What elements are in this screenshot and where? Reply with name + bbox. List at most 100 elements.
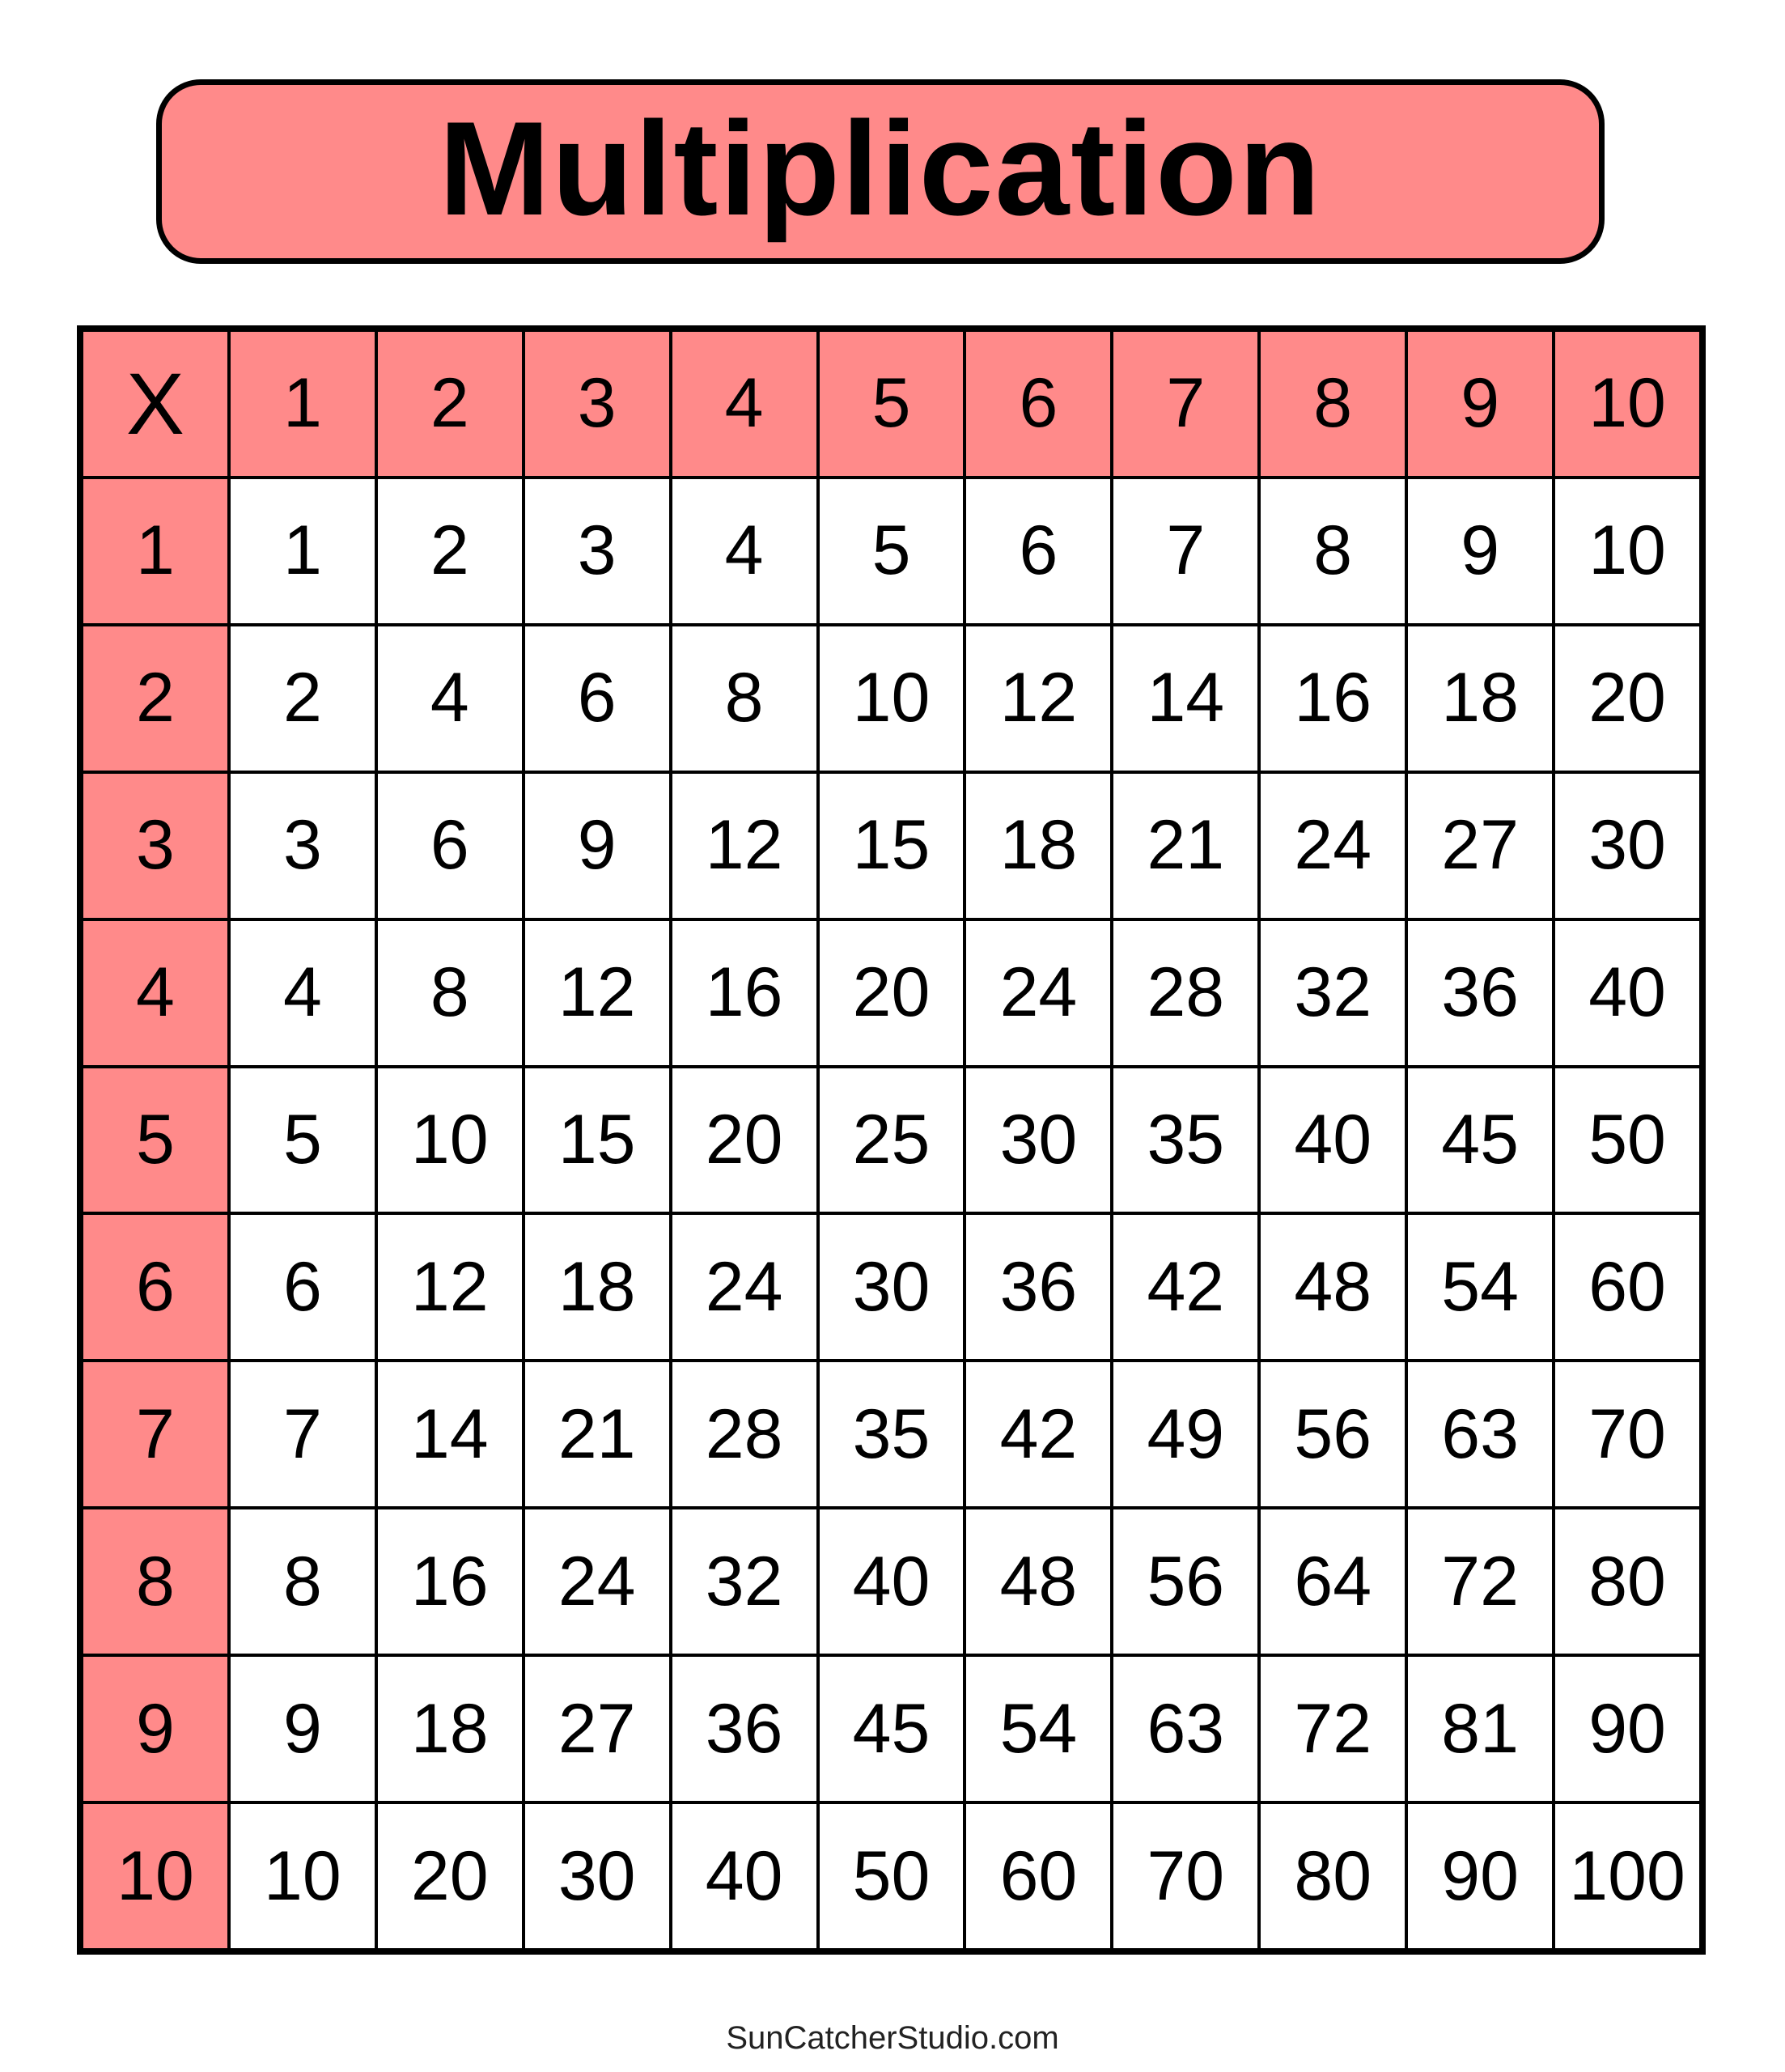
table-cell: 3: [230, 773, 375, 918]
table-cell: 4: [230, 920, 375, 1065]
table-cell: 45: [1408, 1068, 1553, 1212]
table-cell: 27: [524, 1657, 669, 1802]
table-cell: 24: [1261, 773, 1406, 918]
table-cell: 64: [1261, 1509, 1406, 1654]
table-cell: 21: [1113, 773, 1258, 918]
table-cell: 24: [966, 920, 1111, 1065]
table-cell: 40: [672, 1804, 816, 1948]
table-cell: 6: [524, 626, 669, 771]
column-header: 6: [966, 332, 1111, 476]
table-cell: 5: [230, 1068, 375, 1212]
table-cell: 63: [1408, 1362, 1553, 1507]
table-cell: 72: [1261, 1657, 1406, 1802]
table-cell: 60: [966, 1804, 1111, 1948]
table-cell: 30: [524, 1804, 669, 1948]
table-cell: 16: [672, 920, 816, 1065]
table-cell: 40: [1555, 920, 1699, 1065]
multiplication-table: X 1 2 3 4 5 6 7 8 9 10 1 1 2 3 4 5 6 7 8 9 10 2 2 4 6 8 10 12 14 16 18 2…: [77, 325, 1706, 1955]
table-cell: 28: [672, 1362, 816, 1507]
table-cell: 42: [1113, 1215, 1258, 1360]
row-header: 10: [83, 1804, 227, 1948]
table-cell: 14: [1113, 626, 1258, 771]
table-cell: 32: [672, 1509, 816, 1654]
column-header: 10: [1555, 332, 1699, 476]
table-cell: 6: [377, 773, 522, 918]
table-cell: 80: [1261, 1804, 1406, 1948]
table-cell: 56: [1113, 1509, 1258, 1654]
table-cell: 4: [377, 626, 522, 771]
column-header: 1: [230, 332, 375, 476]
table-cell: 48: [966, 1509, 1111, 1654]
row-header: 4: [83, 920, 227, 1065]
row-header: 9: [83, 1657, 227, 1802]
table-cell: 40: [819, 1509, 964, 1654]
table-cell: 63: [1113, 1657, 1258, 1802]
table-cell: 6: [230, 1215, 375, 1360]
table-cell: 12: [377, 1215, 522, 1360]
column-header: 9: [1408, 332, 1553, 476]
page-title: Multiplication: [439, 93, 1322, 243]
footer-credit: SunCatcherStudio.com: [726, 2020, 1059, 2056]
table-cell: 9: [230, 1657, 375, 1802]
table-cell: 5: [819, 478, 964, 623]
table-cell: 3: [524, 478, 669, 623]
column-header: 7: [1113, 332, 1258, 476]
table-cell: 6: [966, 478, 1111, 623]
table-cell: 54: [966, 1657, 1111, 1802]
row-header: 6: [83, 1215, 227, 1360]
table-cell: 4: [672, 478, 816, 623]
column-header: 4: [672, 332, 816, 476]
table-cell: 1: [230, 478, 375, 623]
row-header: 3: [83, 773, 227, 918]
table-cell: 8: [377, 920, 522, 1065]
table-cell: 20: [377, 1804, 522, 1948]
table-cell: 81: [1408, 1657, 1553, 1802]
table-cell: 18: [1408, 626, 1553, 771]
table-cell: 50: [819, 1804, 964, 1948]
table-cell: 25: [819, 1068, 964, 1212]
row-header: 5: [83, 1068, 227, 1212]
table-cell: 18: [524, 1215, 669, 1360]
table-cell: 80: [1555, 1509, 1699, 1654]
table-cell: 10: [377, 1068, 522, 1212]
table-cell: 24: [524, 1509, 669, 1654]
table-cell: 10: [819, 626, 964, 771]
corner-cell: X: [83, 332, 227, 476]
table-cell: 8: [230, 1509, 375, 1654]
table-cell: 42: [966, 1362, 1111, 1507]
table-cell: 56: [1261, 1362, 1406, 1507]
table-cell: 40: [1261, 1068, 1406, 1212]
table-cell: 16: [1261, 626, 1406, 771]
table-cell: 15: [819, 773, 964, 918]
table-cell: 18: [966, 773, 1111, 918]
table-cell: 7: [230, 1362, 375, 1507]
table-cell: 36: [966, 1215, 1111, 1360]
table-cell: 14: [377, 1362, 522, 1507]
table-cell: 20: [1555, 626, 1699, 771]
table-cell: 18: [377, 1657, 522, 1802]
table-cell: 100: [1555, 1804, 1699, 1948]
table-cell: 35: [1113, 1068, 1258, 1212]
table-cell: 9: [524, 773, 669, 918]
table-cell: 28: [1113, 920, 1258, 1065]
table-cell: 10: [230, 1804, 375, 1948]
table-cell: 36: [672, 1657, 816, 1802]
table-cell: 54: [1408, 1215, 1553, 1360]
table-cell: 12: [672, 773, 816, 918]
column-header: 3: [524, 332, 669, 476]
table-cell: 32: [1261, 920, 1406, 1065]
table-cell: 36: [1408, 920, 1553, 1065]
table-cell: 60: [1555, 1215, 1699, 1360]
column-header: 2: [377, 332, 522, 476]
column-header: 5: [819, 332, 964, 476]
table-cell: 90: [1555, 1657, 1699, 1802]
table-cell: 48: [1261, 1215, 1406, 1360]
table-cell: 20: [819, 920, 964, 1065]
table-cell: 30: [1555, 773, 1699, 918]
table-cell: 70: [1113, 1804, 1258, 1948]
table-cell: 70: [1555, 1362, 1699, 1507]
table-cell: 45: [819, 1657, 964, 1802]
table-cell: 7: [1113, 478, 1258, 623]
table-cell: 49: [1113, 1362, 1258, 1507]
table-cell: 30: [819, 1215, 964, 1360]
